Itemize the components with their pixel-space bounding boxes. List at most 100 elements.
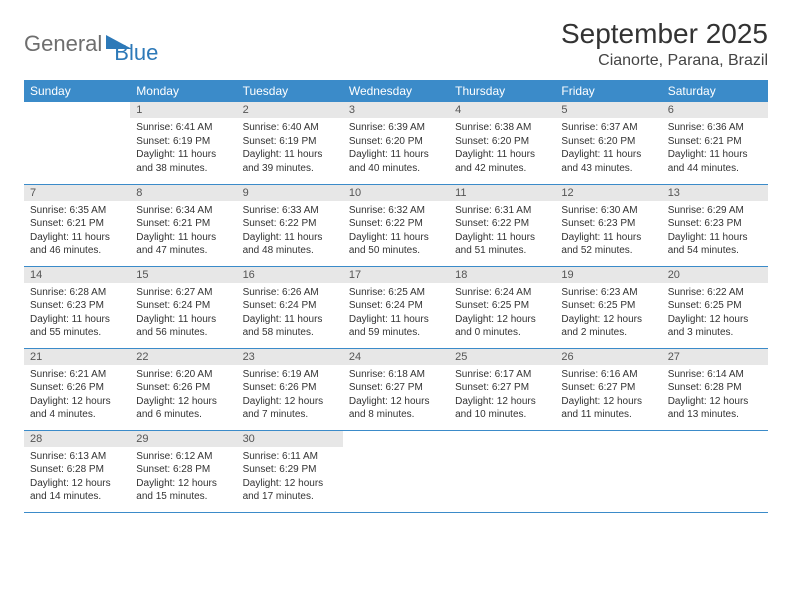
day-cell: 14Sunrise: 6:28 AMSunset: 6:23 PMDayligh… [24,266,130,348]
daylight-text: Daylight: 12 hours and 11 minutes. [561,395,655,422]
sunset-text: Sunset: 6:20 PM [455,135,549,149]
day-cell: 2Sunrise: 6:40 AMSunset: 6:19 PMDaylight… [237,102,343,184]
day-cell: 24Sunrise: 6:18 AMSunset: 6:27 PMDayligh… [343,348,449,430]
day-number: 1 [130,102,236,118]
daylight-text: Daylight: 12 hours and 7 minutes. [243,395,337,422]
sunrise-text: Sunrise: 6:33 AM [243,204,337,218]
week-row: 7Sunrise: 6:35 AMSunset: 6:21 PMDaylight… [24,184,768,266]
day-cell: 30Sunrise: 6:11 AMSunset: 6:29 PMDayligh… [237,430,343,512]
day-number: 10 [343,185,449,201]
sunset-text: Sunset: 6:20 PM [349,135,443,149]
day-number: 7 [24,185,130,201]
day-cell: 13Sunrise: 6:29 AMSunset: 6:23 PMDayligh… [662,184,768,266]
day-number: 27 [662,349,768,365]
day-number: 17 [343,267,449,283]
day-number: 21 [24,349,130,365]
sunrise-text: Sunrise: 6:25 AM [349,286,443,300]
day-content: Sunrise: 6:38 AMSunset: 6:20 PMDaylight:… [449,118,555,179]
sunrise-text: Sunrise: 6:17 AM [455,368,549,382]
daylight-text: Daylight: 12 hours and 14 minutes. [30,477,124,504]
day-cell [24,102,130,184]
day-content: Sunrise: 6:24 AMSunset: 6:25 PMDaylight:… [449,283,555,344]
day-content: Sunrise: 6:34 AMSunset: 6:21 PMDaylight:… [130,201,236,262]
month-title: September 2025 [561,18,768,50]
day-cell: 16Sunrise: 6:26 AMSunset: 6:24 PMDayligh… [237,266,343,348]
day-cell: 4Sunrise: 6:38 AMSunset: 6:20 PMDaylight… [449,102,555,184]
day-cell: 20Sunrise: 6:22 AMSunset: 6:25 PMDayligh… [662,266,768,348]
day-number: 3 [343,102,449,118]
day-cell: 19Sunrise: 6:23 AMSunset: 6:25 PMDayligh… [555,266,661,348]
daylight-text: Daylight: 12 hours and 6 minutes. [136,395,230,422]
daylight-text: Daylight: 12 hours and 0 minutes. [455,313,549,340]
dow-tuesday: Tuesday [237,80,343,102]
sunset-text: Sunset: 6:28 PM [668,381,762,395]
day-cell: 3Sunrise: 6:39 AMSunset: 6:20 PMDaylight… [343,102,449,184]
dow-saturday: Saturday [662,80,768,102]
day-cell [449,430,555,512]
day-content: Sunrise: 6:12 AMSunset: 6:28 PMDaylight:… [130,447,236,508]
day-number: 6 [662,102,768,118]
dow-thursday: Thursday [449,80,555,102]
daylight-text: Daylight: 11 hours and 56 minutes. [136,313,230,340]
day-content: Sunrise: 6:35 AMSunset: 6:21 PMDaylight:… [24,201,130,262]
day-cell: 21Sunrise: 6:21 AMSunset: 6:26 PMDayligh… [24,348,130,430]
day-number [662,431,768,435]
daylight-text: Daylight: 11 hours and 43 minutes. [561,148,655,175]
sunset-text: Sunset: 6:25 PM [561,299,655,313]
daylight-text: Daylight: 11 hours and 47 minutes. [136,231,230,258]
sunrise-text: Sunrise: 6:27 AM [136,286,230,300]
day-content: Sunrise: 6:32 AMSunset: 6:22 PMDaylight:… [343,201,449,262]
sunset-text: Sunset: 6:26 PM [243,381,337,395]
daylight-text: Daylight: 12 hours and 2 minutes. [561,313,655,340]
day-cell: 22Sunrise: 6:20 AMSunset: 6:26 PMDayligh… [130,348,236,430]
day-cell: 23Sunrise: 6:19 AMSunset: 6:26 PMDayligh… [237,348,343,430]
sunrise-text: Sunrise: 6:39 AM [349,121,443,135]
day-content: Sunrise: 6:27 AMSunset: 6:24 PMDaylight:… [130,283,236,344]
day-number: 25 [449,349,555,365]
day-content: Sunrise: 6:40 AMSunset: 6:19 PMDaylight:… [237,118,343,179]
daylight-text: Daylight: 11 hours and 50 minutes. [349,231,443,258]
day-cell: 18Sunrise: 6:24 AMSunset: 6:25 PMDayligh… [449,266,555,348]
dow-sunday: Sunday [24,80,130,102]
day-cell: 17Sunrise: 6:25 AMSunset: 6:24 PMDayligh… [343,266,449,348]
sunrise-text: Sunrise: 6:36 AM [668,121,762,135]
sunrise-text: Sunrise: 6:19 AM [243,368,337,382]
daylight-text: Daylight: 11 hours and 52 minutes. [561,231,655,258]
sunrise-text: Sunrise: 6:28 AM [30,286,124,300]
day-content: Sunrise: 6:14 AMSunset: 6:28 PMDaylight:… [662,365,768,426]
sunset-text: Sunset: 6:25 PM [668,299,762,313]
day-cell: 15Sunrise: 6:27 AMSunset: 6:24 PMDayligh… [130,266,236,348]
day-content: Sunrise: 6:28 AMSunset: 6:23 PMDaylight:… [24,283,130,344]
daylight-text: Daylight: 11 hours and 54 minutes. [668,231,762,258]
sunrise-text: Sunrise: 6:12 AM [136,450,230,464]
day-number: 13 [662,185,768,201]
sunset-text: Sunset: 6:19 PM [136,135,230,149]
week-row: 14Sunrise: 6:28 AMSunset: 6:23 PMDayligh… [24,266,768,348]
day-content: Sunrise: 6:33 AMSunset: 6:22 PMDaylight:… [237,201,343,262]
day-content: Sunrise: 6:21 AMSunset: 6:26 PMDaylight:… [24,365,130,426]
daylight-text: Daylight: 12 hours and 4 minutes. [30,395,124,422]
day-number: 14 [24,267,130,283]
daylight-text: Daylight: 11 hours and 38 minutes. [136,148,230,175]
sunset-text: Sunset: 6:19 PM [243,135,337,149]
day-content: Sunrise: 6:31 AMSunset: 6:22 PMDaylight:… [449,201,555,262]
day-content: Sunrise: 6:29 AMSunset: 6:23 PMDaylight:… [662,201,768,262]
day-number: 22 [130,349,236,365]
sunset-text: Sunset: 6:24 PM [349,299,443,313]
day-content: Sunrise: 6:18 AMSunset: 6:27 PMDaylight:… [343,365,449,426]
sunrise-text: Sunrise: 6:16 AM [561,368,655,382]
sunset-text: Sunset: 6:21 PM [30,217,124,231]
sunset-text: Sunset: 6:21 PM [136,217,230,231]
sunset-text: Sunset: 6:22 PM [243,217,337,231]
daylight-text: Daylight: 11 hours and 48 minutes. [243,231,337,258]
day-number: 28 [24,431,130,447]
day-content: Sunrise: 6:23 AMSunset: 6:25 PMDaylight:… [555,283,661,344]
day-content: Sunrise: 6:19 AMSunset: 6:26 PMDaylight:… [237,365,343,426]
day-cell: 27Sunrise: 6:14 AMSunset: 6:28 PMDayligh… [662,348,768,430]
day-number: 19 [555,267,661,283]
day-number: 9 [237,185,343,201]
sunset-text: Sunset: 6:26 PM [136,381,230,395]
week-row: 1Sunrise: 6:41 AMSunset: 6:19 PMDaylight… [24,102,768,184]
daylight-text: Daylight: 11 hours and 55 minutes. [30,313,124,340]
location-text: Cianorte, Parana, Brazil [561,52,768,70]
